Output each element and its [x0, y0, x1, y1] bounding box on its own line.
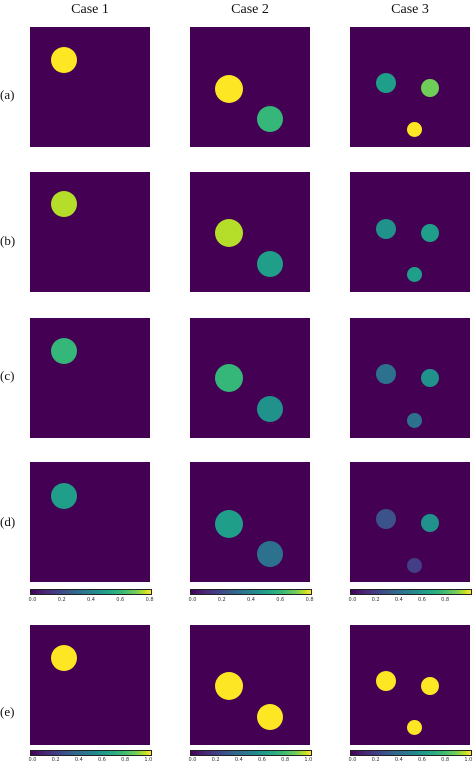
- colorbar-ticks-e-case-1: 0.0 0.2 0.4 0.6 0.8 1.0: [28, 756, 153, 764]
- column-header-case-1: Case 1: [71, 2, 109, 17]
- panel-a-case-1: [30, 27, 150, 147]
- tick-label: 0.6: [116, 597, 125, 603]
- blob: [215, 219, 243, 247]
- blob: [215, 75, 243, 103]
- panel-d-case-1: [30, 462, 150, 582]
- tick-label: 0.2: [57, 597, 66, 603]
- tick-label: 0.8: [305, 597, 314, 603]
- blob: [51, 47, 77, 73]
- blob: [257, 541, 283, 567]
- colorbar-e-case-3: [350, 750, 472, 756]
- tick-label: 0.6: [417, 597, 426, 603]
- panel-b-case-3: [350, 172, 470, 292]
- tick-label: 0.4: [234, 757, 243, 763]
- tick-label: 0.6: [97, 757, 106, 763]
- row-label-a: (a): [0, 87, 15, 102]
- blob: [257, 704, 283, 730]
- tick-label: 0.6: [276, 597, 285, 603]
- blob: [215, 672, 243, 700]
- blob: [421, 79, 439, 97]
- panel-a-case-2: [190, 27, 310, 147]
- blob: [257, 251, 283, 277]
- tick-label: 0.0: [28, 597, 37, 603]
- tick-label: 0.0: [348, 757, 357, 763]
- tick-label: 0.2: [371, 757, 380, 763]
- blob: [407, 558, 422, 573]
- colorbar-e-case-1: [30, 750, 152, 756]
- blob: [407, 720, 422, 735]
- panel-b-case-2: [190, 172, 310, 292]
- colorbar-ticks-e-case-3: 0.0 0.2 0.4 0.6 0.8 1.0: [348, 756, 473, 764]
- blob: [51, 338, 77, 364]
- blob: [376, 671, 396, 691]
- row-label-c: (c): [0, 368, 15, 383]
- row-label-b: (b): [0, 233, 16, 248]
- blob: [257, 396, 283, 422]
- row-label-e-visible: (e): [0, 704, 15, 719]
- tick-label: 0.4: [74, 757, 83, 763]
- blob: [376, 509, 396, 529]
- tick-label: 0.4: [394, 757, 403, 763]
- panel-a-case-3: [350, 27, 470, 147]
- blob: [407, 122, 422, 137]
- tick-label: 1.0: [304, 757, 313, 763]
- tick-label: 0.0: [188, 757, 197, 763]
- tick-label: 1.0: [144, 757, 153, 763]
- tick-label: 0.4: [247, 597, 255, 603]
- blob: [376, 219, 396, 239]
- column-header-case-2: Case 2: [231, 2, 269, 17]
- blob: [51, 645, 77, 671]
- colorbar-ticks-e-case-2: 0.0 0.2 0.4 0.6 0.8 1.0: [188, 756, 313, 764]
- blob: [421, 677, 439, 695]
- colorbar-ticks-d-case-3: 0.0 0.2 0.4 0.6 0.8: [348, 596, 472, 604]
- row-label-d: (d): [0, 514, 16, 529]
- tick-label: 0.6: [417, 757, 426, 763]
- tick-label: 0.8: [121, 757, 130, 763]
- tick-label: 0.8: [441, 597, 450, 603]
- tick-label: 0.8: [281, 757, 290, 763]
- tick-label: 0.4: [394, 597, 403, 603]
- tick-label: 0.2: [217, 597, 226, 603]
- panel-e-case-3: [350, 625, 470, 745]
- tick-label: 0.4: [87, 597, 95, 603]
- tick-label: 1.0: [464, 757, 473, 763]
- tick-label: 0.8: [145, 597, 154, 603]
- blob: [215, 364, 243, 392]
- tick-label: 0.2: [211, 757, 220, 763]
- panel-c-case-2: [190, 318, 310, 438]
- colorbar-d-case-2: [190, 589, 312, 595]
- tick-label: 0.2: [371, 597, 380, 603]
- blob: [51, 191, 77, 217]
- panel-b-case-1: [30, 172, 150, 292]
- blob: [421, 224, 439, 242]
- column-header-case-3: Case 3: [391, 2, 429, 17]
- panel-e-case-1: [30, 625, 150, 745]
- panel-c-case-1: [30, 318, 150, 438]
- colorbar-d-case-1: [30, 589, 152, 595]
- blob: [376, 364, 396, 384]
- blob: [407, 267, 422, 282]
- tick-label: 0.0: [28, 757, 37, 763]
- blob: [257, 106, 283, 132]
- tick-label: 0.0: [188, 597, 197, 603]
- panel-e-case-2: [190, 625, 310, 745]
- colorbar-d-case-3: [350, 589, 472, 595]
- blob: [376, 73, 396, 93]
- colorbar-ticks-d-case-2: 0.0 0.2 0.4 0.6 0.8: [188, 596, 314, 604]
- blob: [407, 413, 422, 428]
- blob: [421, 514, 439, 532]
- blob: [51, 483, 77, 509]
- tick-label: 0.2: [51, 757, 60, 763]
- panel-c-case-3: [350, 318, 470, 438]
- tick-label: 0.6: [257, 757, 266, 763]
- colorbar-e-case-2: [190, 750, 312, 756]
- blob: [421, 369, 439, 387]
- panel-d-case-2: [190, 462, 310, 582]
- panel-d-case-3: [350, 462, 470, 582]
- blob: [215, 510, 243, 538]
- tick-label: 0.0: [348, 597, 357, 603]
- tick-label: 0.8: [441, 757, 450, 763]
- colorbar-ticks-d-case-1: 0.0 0.2 0.4 0.6 0.8: [28, 596, 154, 604]
